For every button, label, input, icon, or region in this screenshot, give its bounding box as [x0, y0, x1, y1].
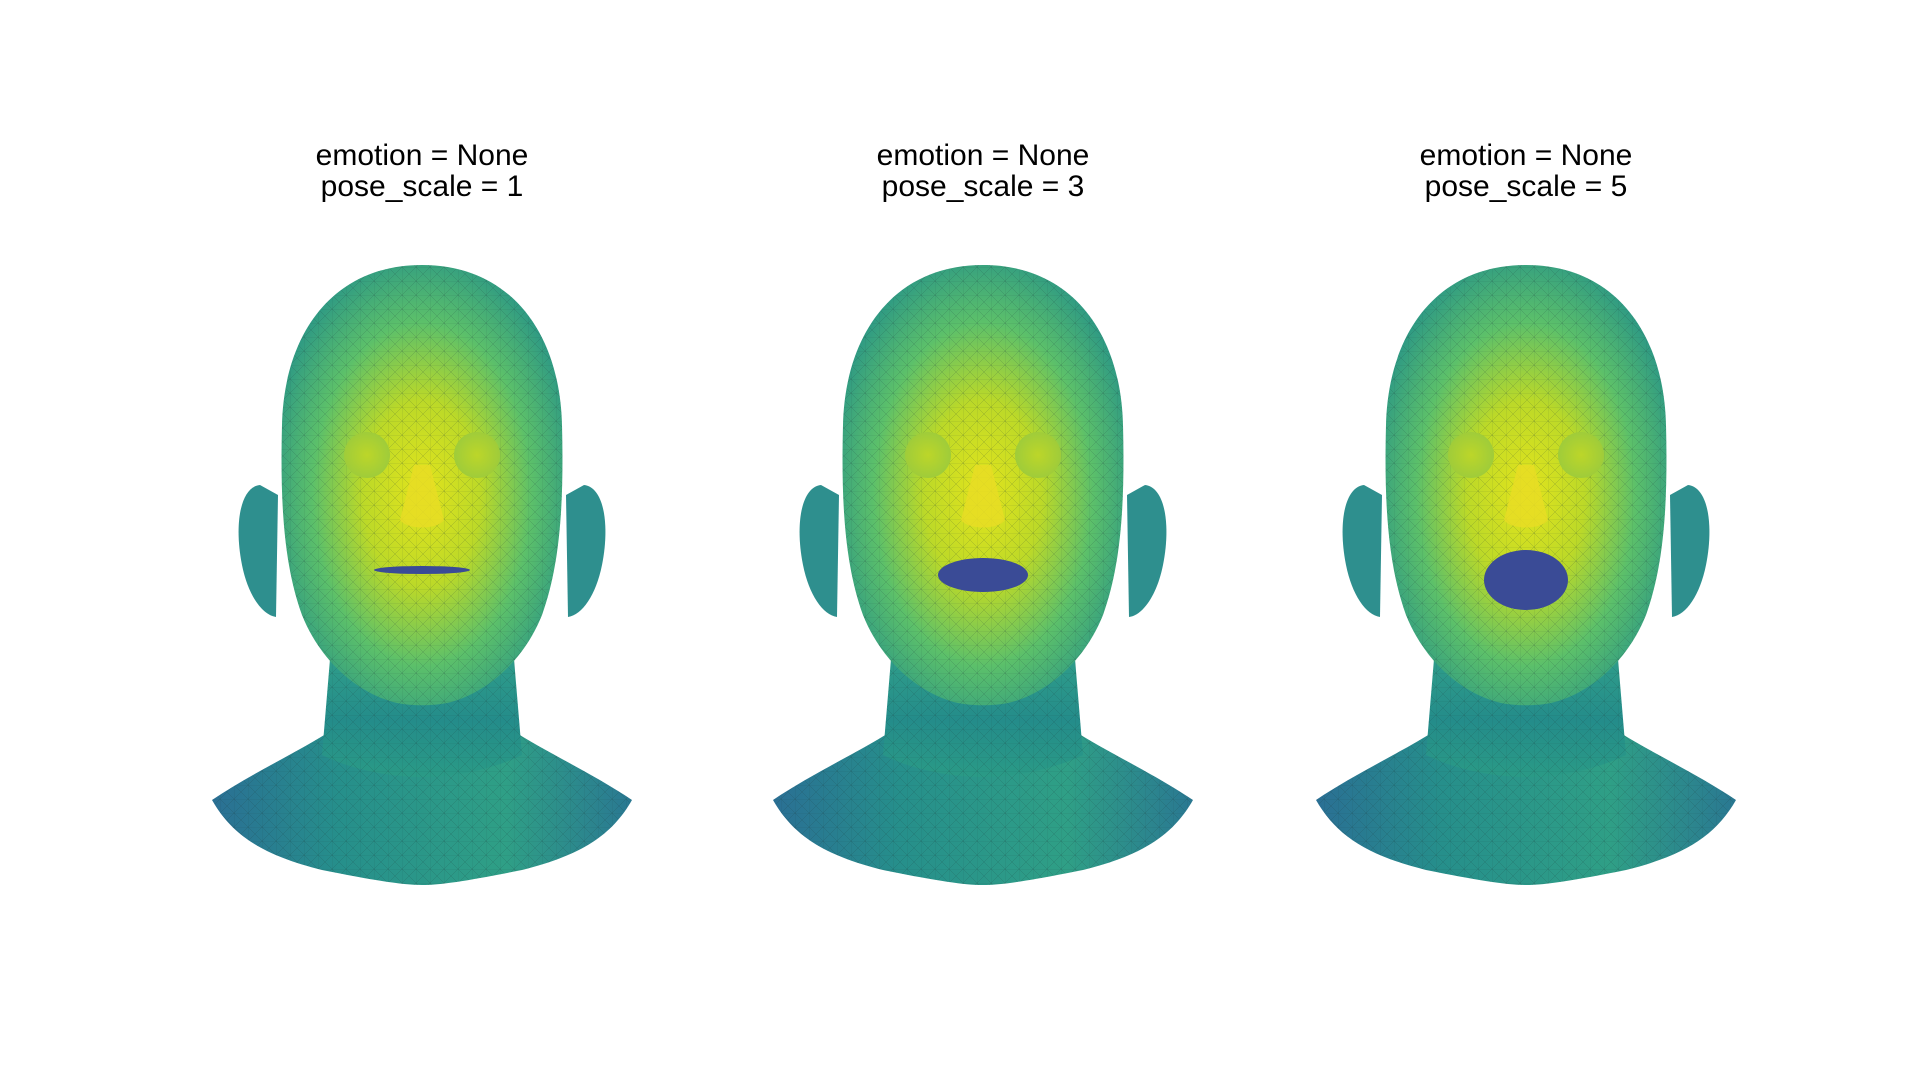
right-ear: [566, 485, 606, 617]
left-eye: [344, 432, 390, 478]
mouth: [938, 558, 1028, 592]
mouth: [1484, 550, 1568, 610]
head-mesh-render: [212, 265, 632, 885]
left-eye: [1448, 432, 1494, 478]
head-mesh-render: [1316, 265, 1736, 885]
emotion-label: emotion = None: [315, 139, 529, 172]
right-eye: [454, 432, 500, 478]
nose: [961, 465, 1005, 528]
pose-scale-label: pose_scale = 1: [320, 170, 524, 203]
right-eye: [1558, 432, 1604, 478]
head-mesh-render: [773, 265, 1193, 885]
pose-scale-label: pose_scale = 3: [881, 170, 1085, 203]
right-ear: [1670, 485, 1710, 617]
mouth: [374, 566, 470, 574]
head-mesh: [212, 265, 632, 885]
pose-scale-label: pose_scale = 5: [1424, 170, 1628, 203]
head-mesh: [1316, 265, 1736, 885]
right-ear: [1127, 485, 1167, 617]
emotion-label: emotion = None: [876, 139, 1090, 172]
panel-caption: emotion = None pose_scale = 1: [192, 140, 652, 202]
right-eye: [1015, 432, 1061, 478]
left-ear: [799, 485, 839, 617]
panel-pose-5: emotion = None pose_scale = 5: [1296, 140, 1756, 900]
left-ear: [238, 485, 278, 617]
left-eye: [905, 432, 951, 478]
head-mesh: [773, 265, 1193, 885]
panel-caption: emotion = None pose_scale = 5: [1296, 140, 1756, 202]
nose: [1504, 465, 1548, 528]
panel-caption: emotion = None pose_scale = 3: [753, 140, 1213, 202]
panel-pose-3: emotion = None pose_scale = 3: [753, 140, 1213, 900]
panel-pose-1: emotion = None pose_scale = 1: [192, 140, 652, 900]
nose: [400, 465, 444, 528]
left-ear: [1342, 485, 1382, 617]
emotion-label: emotion = None: [1419, 139, 1633, 172]
